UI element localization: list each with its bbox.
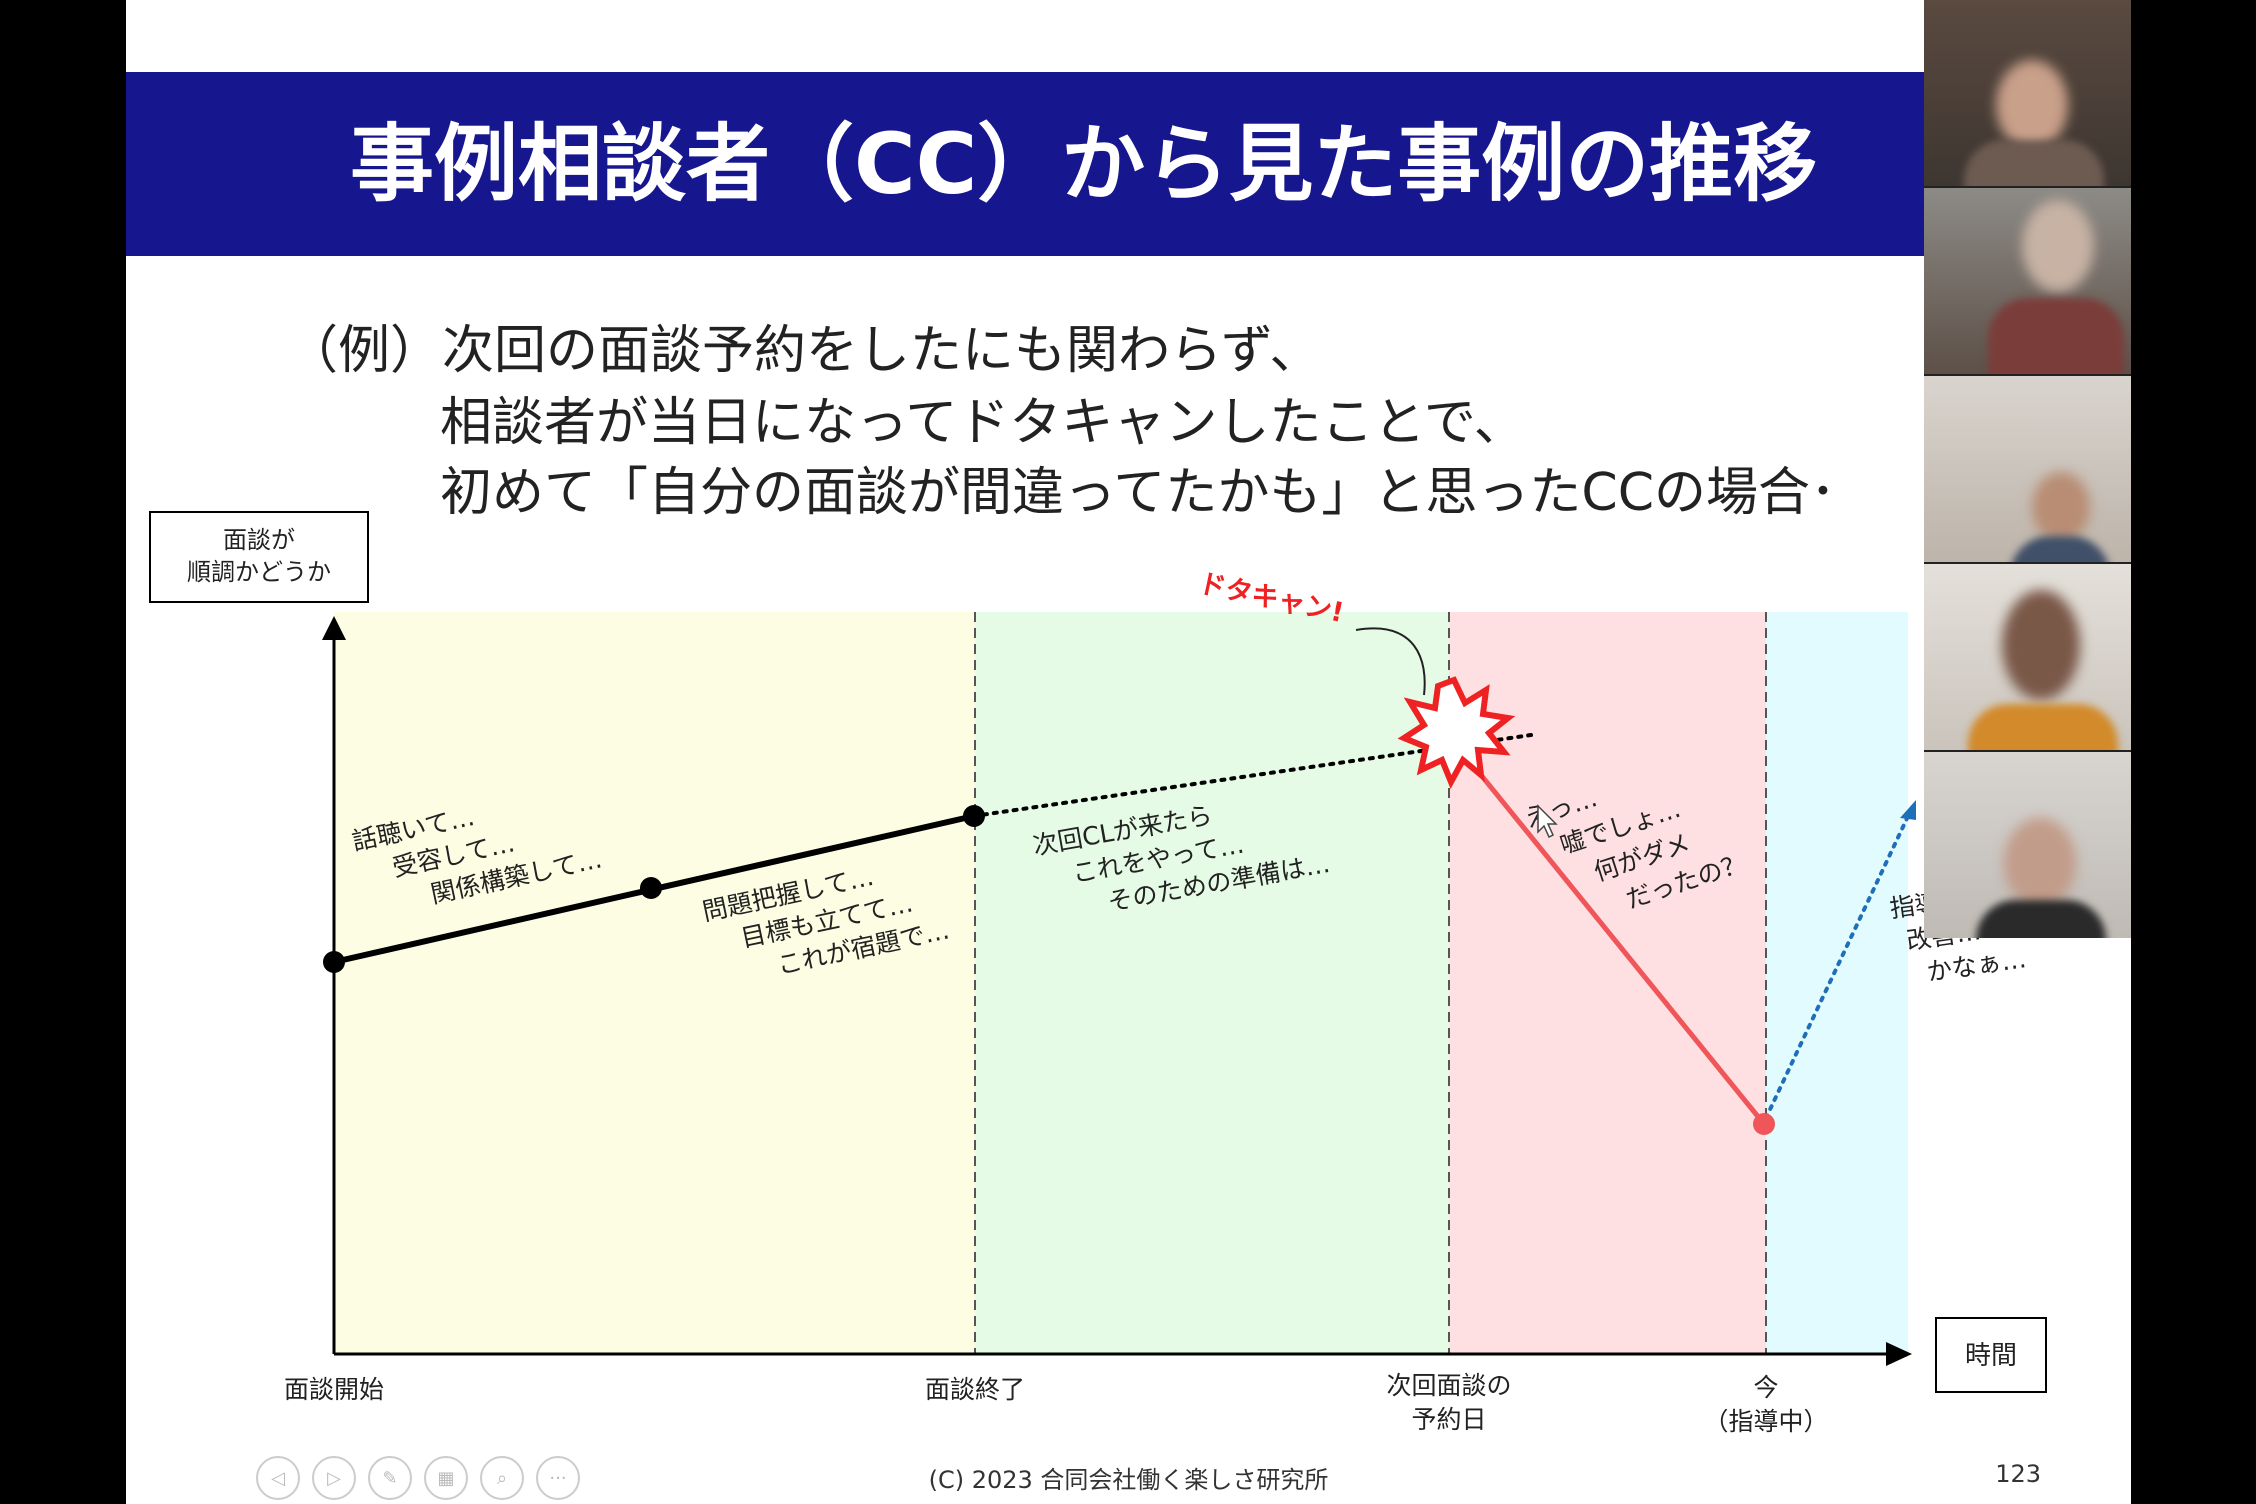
title-bar: 事例相談者（CC）から見た事例の推移 <box>126 72 2096 256</box>
x-tick-end: 面談終了 <box>925 1375 1025 1404</box>
phase-bg-2 <box>975 612 1449 1354</box>
recover-arrow <box>1900 800 1916 820</box>
x-tick-now-1: 今 <box>1753 1373 1778 1402</box>
video-tile-participant-1[interactable] <box>1924 0 2131 186</box>
phase-bg-4 <box>1766 612 1908 1354</box>
slide-title: 事例相談者（CC）から見た事例の推移 <box>350 115 1818 213</box>
video-tile-participant-2[interactable] <box>1924 188 2131 374</box>
page-number: 123 <box>1995 1460 2041 1488</box>
y-axis-label-box <box>149 511 369 603</box>
participant-face <box>2032 472 2090 542</box>
footer-copyright: (C) 2023 合同会社働く楽しさ研究所 <box>928 1466 1329 1494</box>
x-tick-next-1: 次回面談の <box>1386 1371 1511 1400</box>
x-tick-start: 面談開始 <box>284 1375 384 1404</box>
more-icon[interactable]: ··· <box>536 1456 580 1500</box>
video-panel <box>1924 0 2131 938</box>
slide: 事例相談者（CC）から見た事例の推移 （例）次回の面談予約をしたにも関わらず、 … <box>126 0 2131 1504</box>
point-end <box>963 805 985 827</box>
y-axis-label-line-2: 順調かどうか <box>187 558 331 586</box>
participant-face <box>2022 200 2094 292</box>
participant-body <box>1988 298 2124 374</box>
point-start <box>323 951 345 973</box>
point-now <box>1753 1113 1775 1135</box>
example-line-1: （例）次回の面談予約をしたにも関わらず、 <box>286 321 1322 381</box>
phase-bg-3 <box>1449 612 1766 1354</box>
prev-icon[interactable]: ◁ <box>256 1456 300 1500</box>
recover-line <box>1764 810 1912 1120</box>
y-axis-label-line-1: 面談が <box>223 526 295 554</box>
example-line-2: 相談者が当日になってドタキャンしたことで、 <box>440 393 1526 453</box>
slides-icon[interactable]: ▦ <box>424 1456 468 1500</box>
drop-line <box>1449 736 1766 1126</box>
participant-body <box>1968 704 2118 750</box>
burst-callout <box>1355 627 1426 696</box>
point-mid <box>640 877 662 899</box>
participant-body <box>1976 900 2106 938</box>
participant-face <box>2002 590 2080 700</box>
next-icon[interactable]: ▷ <box>312 1456 356 1500</box>
participant-body <box>1964 140 2104 186</box>
zoom-icon[interactable]: ⌕ <box>480 1456 524 1500</box>
participant-face <box>2004 818 2076 908</box>
slideshow-controls: ◁ ▷ ✎ ▦ ⌕ ··· <box>256 1456 580 1500</box>
trend-chart: 面談が 順調かどうか 時間 面談開始 面談終了 次回面談の 予約日 今 （指導中… <box>149 511 2047 1436</box>
x-axis-arrow <box>1886 1342 1912 1366</box>
x-tick-now-2: （指導中） <box>1703 1407 1828 1436</box>
pen-icon[interactable]: ✎ <box>368 1456 412 1500</box>
video-tile-participant-4[interactable] <box>1924 564 2131 750</box>
y-axis-arrow <box>322 616 346 640</box>
mouse-cursor-icon <box>1537 804 1558 839</box>
x-axis-label-box <box>1935 1317 2047 1393</box>
participant-body <box>2010 536 2110 562</box>
example-line-3: 初めて「自分の面談が間違ってたかも」と思ったCCの場合･ <box>440 463 1837 523</box>
participant-face <box>1996 60 2068 150</box>
phase-bg-1 <box>334 612 975 1354</box>
video-tile-participant-3[interactable] <box>1924 376 2131 562</box>
x-tick-next-2: 予約日 <box>1411 1405 1486 1434</box>
video-tile-participant-5[interactable] <box>1924 752 2131 938</box>
x-axis-label: 時間 <box>1965 1341 2017 1371</box>
burst-icon <box>1397 676 1516 789</box>
